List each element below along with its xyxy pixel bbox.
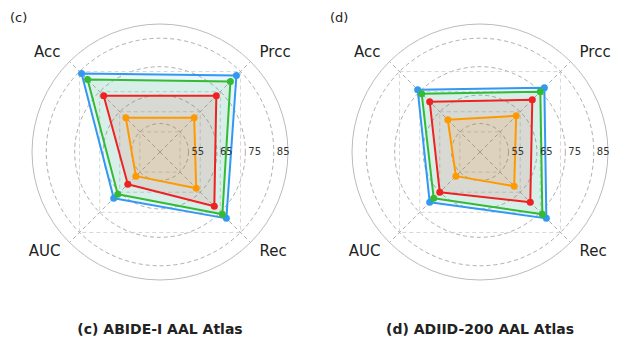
tick-label: 65 — [540, 146, 553, 157]
annotation: (d) — [330, 10, 348, 25]
category-label: AUC — [349, 242, 381, 260]
radar-panel: 55 65 75 85 Acc Prcc Rec AUC (c) (c) ABIDE-I AAL … — [10, 10, 291, 337]
grid-circle — [103, 95, 217, 209]
point — [513, 112, 520, 119]
point — [436, 189, 443, 196]
tick-label: 85 — [277, 146, 290, 157]
point — [537, 88, 544, 95]
series-area — [104, 96, 217, 207]
point — [233, 72, 240, 79]
point — [213, 92, 220, 99]
series-area — [448, 116, 516, 186]
title: (c) ABIDE-I AAL Atlas — [77, 321, 242, 337]
point — [132, 173, 139, 180]
figure: 55 65 75 85 Acc Prcc Rec AUC (c) (c) ABIDE-I AAL … — [0, 0, 640, 350]
point — [193, 185, 200, 192]
category-label: Acc — [354, 43, 381, 61]
point — [227, 78, 234, 85]
point — [124, 181, 131, 188]
point — [219, 211, 226, 218]
point — [452, 173, 459, 180]
point — [444, 116, 451, 123]
point — [539, 211, 546, 218]
point — [527, 199, 534, 206]
series-area — [126, 118, 196, 188]
annotation: (c) — [10, 10, 27, 25]
grid-polygon — [420, 92, 541, 213]
category-label: Acc — [34, 43, 61, 61]
tick-label: 55 — [191, 146, 204, 157]
grid-circle — [423, 95, 537, 209]
series-area — [82, 74, 237, 219]
point — [114, 191, 121, 198]
category-label: Rec — [580, 242, 607, 260]
point — [426, 98, 433, 105]
category-label: Rec — [260, 242, 287, 260]
category-label: Prcc — [260, 43, 291, 61]
category-label: AUC — [29, 242, 61, 260]
category-label: Prcc — [580, 43, 611, 61]
point — [529, 96, 536, 103]
range-edge — [352, 24, 608, 280]
tick-label: 55 — [511, 146, 524, 157]
series-area — [88, 80, 231, 215]
series-area — [422, 92, 543, 215]
grid-circle — [366, 38, 594, 266]
point — [100, 92, 107, 99]
point — [511, 183, 518, 190]
tick-label: 65 — [220, 146, 233, 157]
point — [122, 114, 129, 121]
series-group — [78, 70, 240, 222]
point — [84, 76, 91, 83]
title: (d) ADIID-200 AAL Atlas — [386, 321, 574, 337]
point — [191, 114, 198, 121]
point — [418, 90, 425, 97]
series-area — [418, 88, 547, 219]
tick-label: 75 — [568, 146, 581, 157]
point — [78, 70, 85, 77]
grid-circle — [46, 38, 274, 266]
tick-label: 75 — [248, 146, 261, 157]
tick-label: 85 — [597, 146, 610, 157]
point — [211, 203, 218, 210]
range-edge — [32, 24, 288, 280]
series-area — [430, 100, 533, 203]
point — [430, 195, 437, 202]
series-group — [414, 84, 550, 222]
radar-panel: 55 65 75 85 Acc Prcc Rec AUC (d) (d) ADIID-200 AA… — [330, 10, 611, 337]
